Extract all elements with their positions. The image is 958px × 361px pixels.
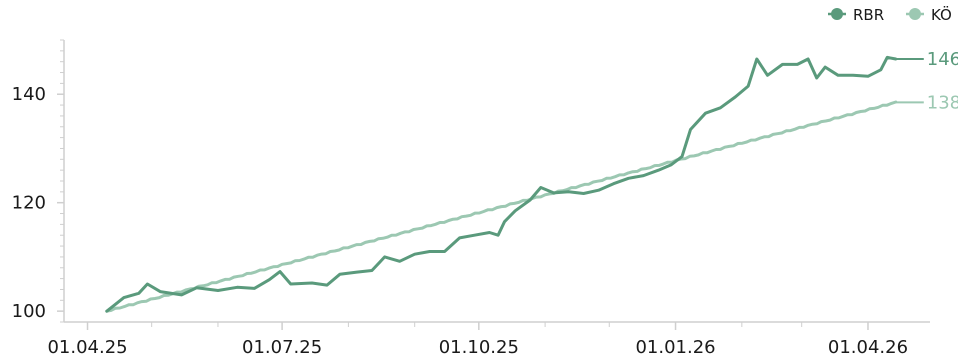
- x-tick-label: 01.07.25: [242, 337, 322, 358]
- axes-layer: [57, 39, 930, 330]
- labels-layer: 100 120 140 01.04.25 01.07.25 01.10.25 01.01.2…: [12, 49, 958, 358]
- series-line-rbr: [105, 55, 898, 313]
- y-tick-label: 120: [12, 193, 46, 214]
- series-line-kor: [105, 100, 898, 313]
- legend-rbr-label: RBR: [853, 6, 884, 24]
- x-tick-label: 01.04.26: [828, 337, 908, 358]
- legend[interactable]: RBR KÖ: [828, 5, 952, 24]
- end-label-rbr: 146,5: [927, 49, 958, 70]
- legend-kor-label: KÖ: [931, 5, 952, 24]
- legend-item-kor[interactable]: KÖ: [906, 5, 952, 24]
- x-tick-label: 01.04.25: [47, 337, 127, 358]
- y-tick-label: 140: [12, 84, 46, 105]
- legend-item-rbr[interactable]: RBR: [828, 6, 884, 24]
- y-tick-label: 100: [12, 301, 46, 322]
- x-tick-label: 01.10.25: [439, 337, 519, 358]
- x-tick-label: 01.01.26: [635, 337, 715, 358]
- legend-kor-marker-icon: [909, 8, 921, 20]
- legend-rbr-marker-icon: [831, 8, 843, 20]
- end-label-kor: 138,5: [927, 92, 958, 113]
- series-layer: [105, 55, 924, 313]
